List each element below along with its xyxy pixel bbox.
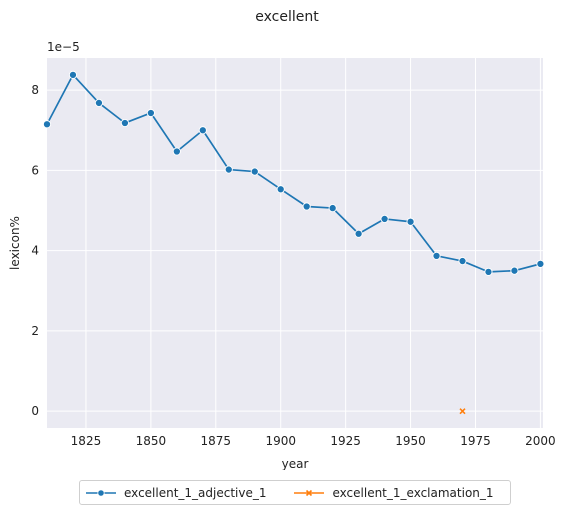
grid: [47, 58, 543, 428]
y-tick-label: 0: [31, 404, 39, 418]
legend-marker-adjective: [86, 488, 116, 497]
data-point: [42, 120, 52, 129]
legend-label-exclamation: excellent_1_exclamation_1: [332, 485, 494, 500]
series-line: [46, 74, 541, 273]
data-point: [459, 408, 466, 415]
data-point: [120, 118, 129, 128]
data-point: [432, 251, 441, 260]
y-tick-label: 6: [31, 163, 39, 177]
chart: excellent 1825 1850 1875 1900 1925 1950 1975 20…: [8, 9, 556, 470]
legend-item-exclamation: excellent_1_exclamation_1: [294, 485, 494, 500]
x-tick-label: 1925: [330, 434, 361, 448]
series-layer: [42, 70, 545, 415]
series-1: [42, 70, 545, 276]
data-point: [68, 70, 78, 79]
x-tick-label: 1875: [201, 434, 232, 448]
data-point: [406, 217, 415, 226]
data-point: [94, 98, 103, 107]
data-point: [302, 202, 311, 211]
data-point: [458, 257, 467, 266]
x-tick-label: 1825: [71, 434, 102, 448]
plot-area: [47, 58, 543, 428]
data-point: [510, 266, 519, 275]
data-point: [250, 167, 259, 176]
data-point: [276, 185, 285, 194]
x-tick-label: 1950: [395, 434, 426, 448]
x-axis-label: year: [282, 457, 309, 470]
data-point: [146, 108, 155, 118]
y-tick-label: 4: [31, 244, 39, 258]
ticks: 1825 1850 1875 1900 1925 1950 1975 2000 0 2 4 6 8: [31, 83, 555, 448]
legend: excellent_1_adjective_1 excellent_1_excl…: [79, 480, 511, 505]
data-point: [354, 229, 363, 238]
series-2: [459, 408, 466, 415]
x-tick-label: 1850: [136, 434, 167, 448]
y-tick-label: 8: [31, 83, 39, 97]
data-point: [198, 126, 207, 135]
data-point: [484, 267, 493, 276]
data-point: [536, 259, 545, 268]
chart-title: excellent: [255, 9, 319, 25]
legend-marker-exclamation: [294, 489, 325, 496]
data-point: [328, 204, 337, 213]
y-offset-label: 1e−5: [47, 40, 80, 54]
data-point: [224, 165, 233, 174]
legend-item-adjective: excellent_1_adjective_1: [86, 486, 266, 500]
legend-label-adjective: excellent_1_adjective_1: [124, 485, 267, 500]
x-tick-label: 1900: [265, 434, 296, 448]
x-tick-label: 2000: [525, 434, 556, 448]
y-tick-label: 2: [31, 324, 39, 338]
x-tick-label: 1975: [460, 434, 491, 448]
data-point: [172, 147, 181, 156]
data-point: [380, 214, 389, 223]
y-axis-label: lexicon%: [8, 216, 22, 270]
